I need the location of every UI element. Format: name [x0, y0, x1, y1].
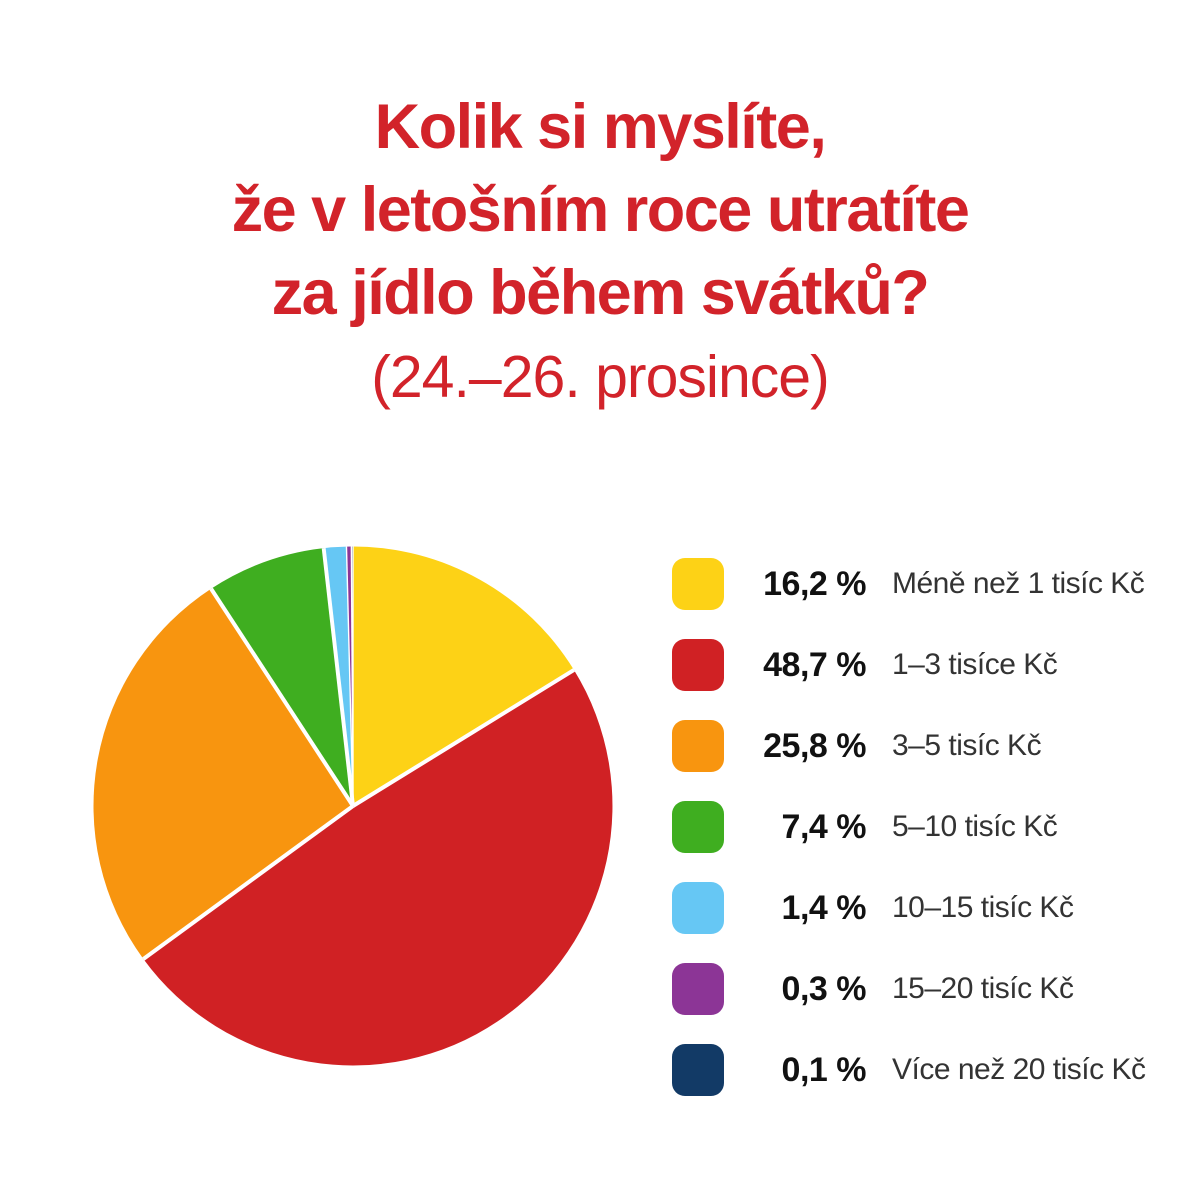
legend: 16,2 % Méně než 1 tisíc Kč 48,7 % 1–3 ti…	[672, 558, 1146, 1125]
legend-percent: 7,4 %	[781, 807, 867, 846]
legend-item: 0,3 % 15–20 tisíc Kč	[672, 963, 1145, 1015]
legend-item: 1,4 % 10–15 tisíc Kč	[672, 882, 1145, 934]
legend-percent: 48,7 %	[763, 645, 866, 684]
pie-separator	[209, 587, 355, 808]
title-line-1: Kolik si myslíte,	[374, 92, 827, 162]
legend-swatch	[672, 963, 724, 1015]
legend-item: 7,4 % 5–10 tisíc Kč	[672, 801, 1145, 853]
legend-percent: 25,8 %	[763, 726, 866, 765]
pie-separator	[350, 546, 354, 807]
legend-swatch	[672, 1044, 724, 1096]
title-line-2: že v letošním roce utratíte	[231, 175, 970, 245]
legend-label: Méně než 1 tisíc Kč	[892, 567, 1145, 600]
legend-percent: 1,4 %	[781, 888, 867, 927]
legend-item: 25,8 % 3–5 tisíc Kč	[672, 720, 1145, 772]
pie-separator	[321, 547, 355, 807]
legend-item: 0,1 % Více než 20 tisíc Kč	[672, 1044, 1146, 1096]
legend-percent: 16,2 %	[763, 564, 866, 603]
chart-title: Kolik si myslíte, že v letošním roce utr…	[0, 86, 1200, 335]
pie-separator	[142, 804, 355, 961]
legend-label: 15–20 tisíc Kč	[892, 972, 1074, 1005]
pie-slice-0	[353, 546, 574, 806]
pie-slice-1	[143, 669, 613, 1066]
chart-subtitle: (24.–26. prosince)	[371, 344, 830, 410]
pie-slice-3	[211, 548, 353, 806]
pie-separator	[351, 668, 576, 808]
legend-label: 3–5 tisíc Kč	[892, 729, 1042, 762]
legend-swatch	[672, 720, 724, 772]
pie-slice-2	[93, 588, 353, 959]
legend-item: 16,2 % Méně než 1 tisíc Kč	[672, 558, 1145, 610]
legend-swatch	[672, 558, 724, 610]
legend-label: 10–15 tisíc Kč	[892, 891, 1074, 924]
legend-swatch	[672, 801, 724, 853]
pie-chart	[93, 546, 613, 1066]
title-line-3: za jídlo během svátků?	[271, 258, 930, 328]
legend-percent: 0,1 %	[781, 1050, 867, 1089]
legend-swatch	[672, 639, 724, 691]
legend-label: 5–10 tisíc Kč	[892, 810, 1058, 843]
legend-label: Více než 20 tisíc Kč	[892, 1053, 1146, 1086]
legend-swatch	[672, 882, 724, 934]
legend-item: 48,7 % 1–3 tisíce Kč	[672, 639, 1145, 691]
pie-separator	[345, 546, 354, 807]
legend-percent: 0,3 %	[781, 969, 867, 1008]
legend-label: 1–3 tisíce Kč	[892, 648, 1058, 681]
